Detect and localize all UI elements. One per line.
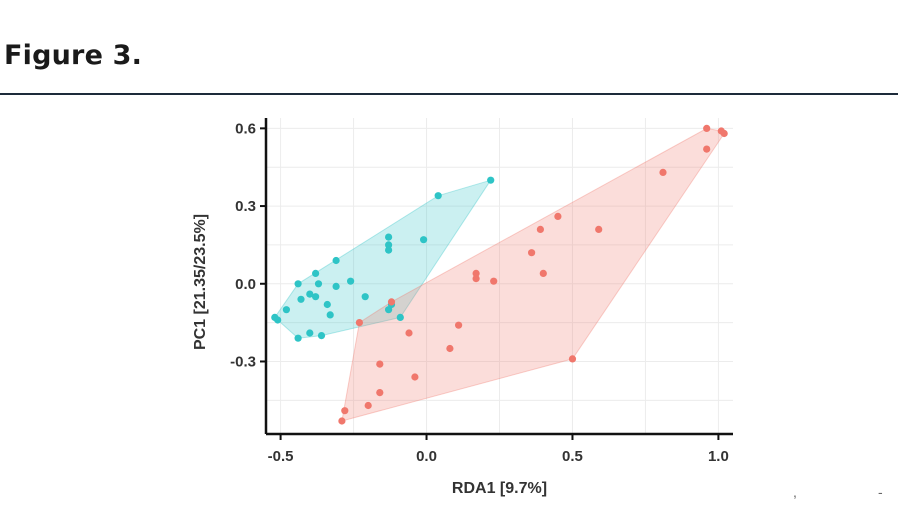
x-tick-label: -0.5 [268, 448, 294, 465]
point-series-1 [312, 269, 320, 277]
point-series-1 [487, 176, 495, 184]
point-series-2 [411, 373, 419, 381]
point-series-2 [355, 319, 363, 327]
point-series-1 [434, 192, 442, 200]
point-series-1 [361, 293, 369, 301]
y-axis-title: PC1 [21.35/23.5%] [192, 214, 209, 350]
point-series-1 [326, 311, 334, 319]
point-series-1 [317, 332, 326, 340]
point-series-2 [595, 225, 603, 233]
point-series-1 [312, 293, 320, 301]
axes: -0.5 0.0 0.5 1.0 -0.3 0.0 0.3 0.6 [230, 118, 733, 465]
edge-mark-right: - [878, 484, 883, 500]
point-series-2 [703, 145, 711, 153]
title-divider [0, 93, 898, 95]
point-series-1 [332, 256, 340, 265]
point-series-1 [274, 316, 282, 324]
edge-mark-left: , [793, 484, 797, 500]
point-series-1 [306, 290, 314, 298]
point-series-2 [720, 129, 728, 138]
x-tick-label: 0.0 [416, 448, 437, 465]
point-series-1 [314, 280, 323, 288]
point-series-2 [528, 249, 536, 257]
point-series-2 [568, 355, 577, 363]
point-series-1 [294, 280, 302, 288]
group-hulls [274, 127, 725, 422]
y-tick-label: 0.6 [235, 120, 256, 137]
point-series-2 [455, 321, 463, 329]
hull-series-2 [341, 127, 725, 422]
point-series-1 [282, 306, 290, 314]
point-series-2 [405, 329, 413, 337]
point-series-1 [347, 277, 355, 285]
point-series-2 [341, 407, 349, 415]
point-series-1 [294, 334, 302, 342]
point-series-2 [376, 360, 384, 368]
point-series-1 [396, 313, 404, 321]
y-tick-label: 0.0 [235, 276, 256, 293]
point-series-1 [323, 300, 331, 309]
x-tick-label: 0.5 [562, 448, 583, 465]
point-series-2 [536, 225, 545, 233]
point-series-1 [385, 241, 393, 249]
point-series-1 [385, 233, 393, 241]
figure-title: Figure 3. [4, 40, 143, 71]
point-series-2 [659, 168, 667, 176]
y-tick-label: 0.3 [235, 198, 256, 215]
point-series-2 [364, 401, 372, 410]
y-tick-label: -0.3 [230, 353, 256, 370]
point-series-2 [446, 344, 454, 353]
point-series-1 [420, 236, 428, 244]
point-series-1 [332, 282, 340, 290]
point-series-2 [376, 389, 384, 397]
data-points [271, 124, 728, 425]
point-series-2 [472, 269, 480, 277]
point-series-2 [554, 212, 562, 220]
grid-lines [266, 118, 733, 434]
x-axis-title: RDA1 [9.7%] [452, 480, 547, 497]
point-series-2 [472, 275, 480, 283]
point-series-2 [387, 298, 396, 306]
point-series-1 [385, 306, 393, 314]
point-series-2 [490, 277, 498, 285]
point-series-2 [703, 124, 711, 132]
point-series-2 [338, 417, 346, 425]
x-tick-label: 1.0 [708, 448, 729, 465]
point-series-1 [306, 329, 314, 337]
point-series-2 [539, 269, 547, 277]
point-series-1 [297, 295, 305, 303]
point-series-1 [385, 246, 393, 254]
